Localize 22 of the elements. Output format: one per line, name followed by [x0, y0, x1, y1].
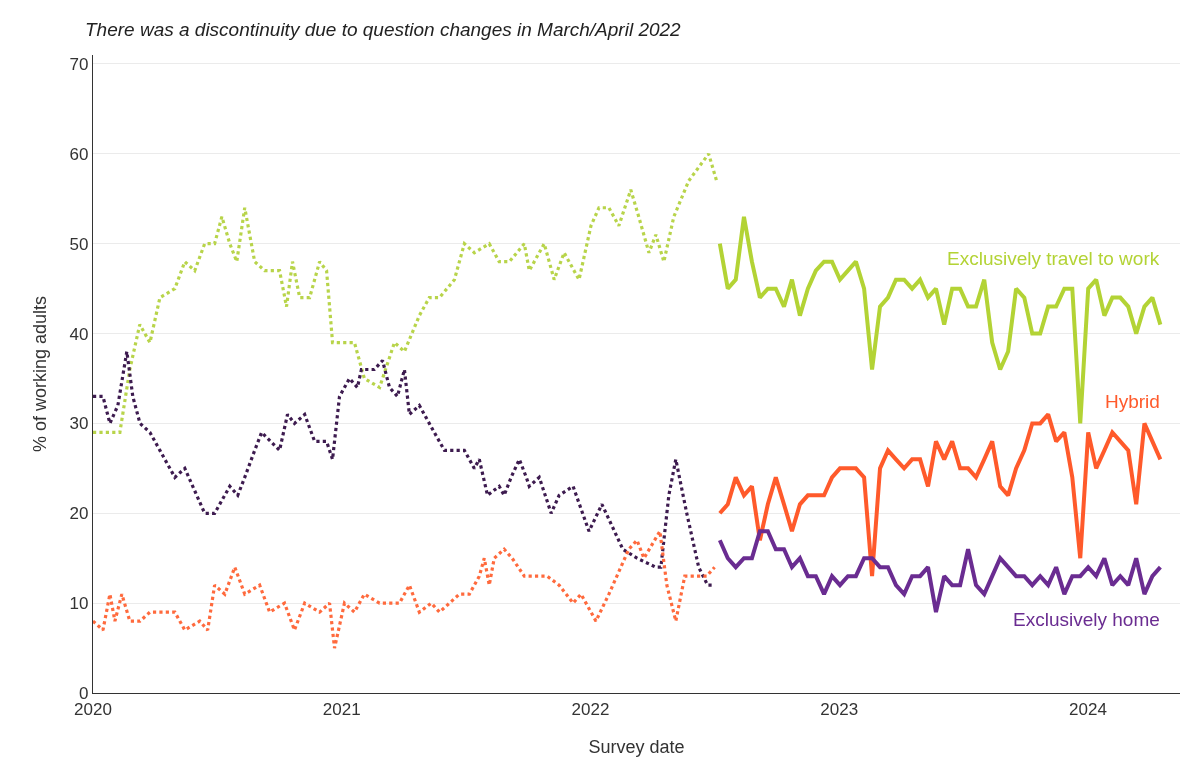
- y-axis-title: % of working adults: [29, 295, 50, 453]
- y-tick-label: 40: [69, 324, 89, 344]
- y-tick-label: 20: [69, 504, 89, 524]
- y-tick-label: 60: [69, 144, 89, 164]
- line-series: [93, 152, 719, 435]
- line-series: [717, 529, 1163, 615]
- y-tick-label: 30: [69, 414, 89, 434]
- line-series: [717, 214, 1163, 426]
- line-series: [93, 529, 717, 650]
- y-tick-label: 70: [69, 54, 89, 74]
- x-tick-label: 2022: [571, 699, 610, 719]
- y-tick-label: 10: [69, 594, 89, 614]
- series-label: Exclusively travel to work: [947, 248, 1160, 269]
- series-label: Exclusively home: [1013, 609, 1160, 630]
- x-axis-title: Survey date: [588, 736, 685, 757]
- x-tick-label: 2021: [322, 699, 361, 719]
- y-tick-label: 50: [69, 234, 89, 254]
- line-series: [717, 412, 1163, 579]
- chart-title: There was a discontinuity due to question changes in March/April 2022: [85, 19, 682, 41]
- series-label: Hybrid: [1105, 391, 1160, 412]
- x-tick-label: 2023: [820, 699, 859, 719]
- x-tick-label: 2024: [1069, 699, 1107, 719]
